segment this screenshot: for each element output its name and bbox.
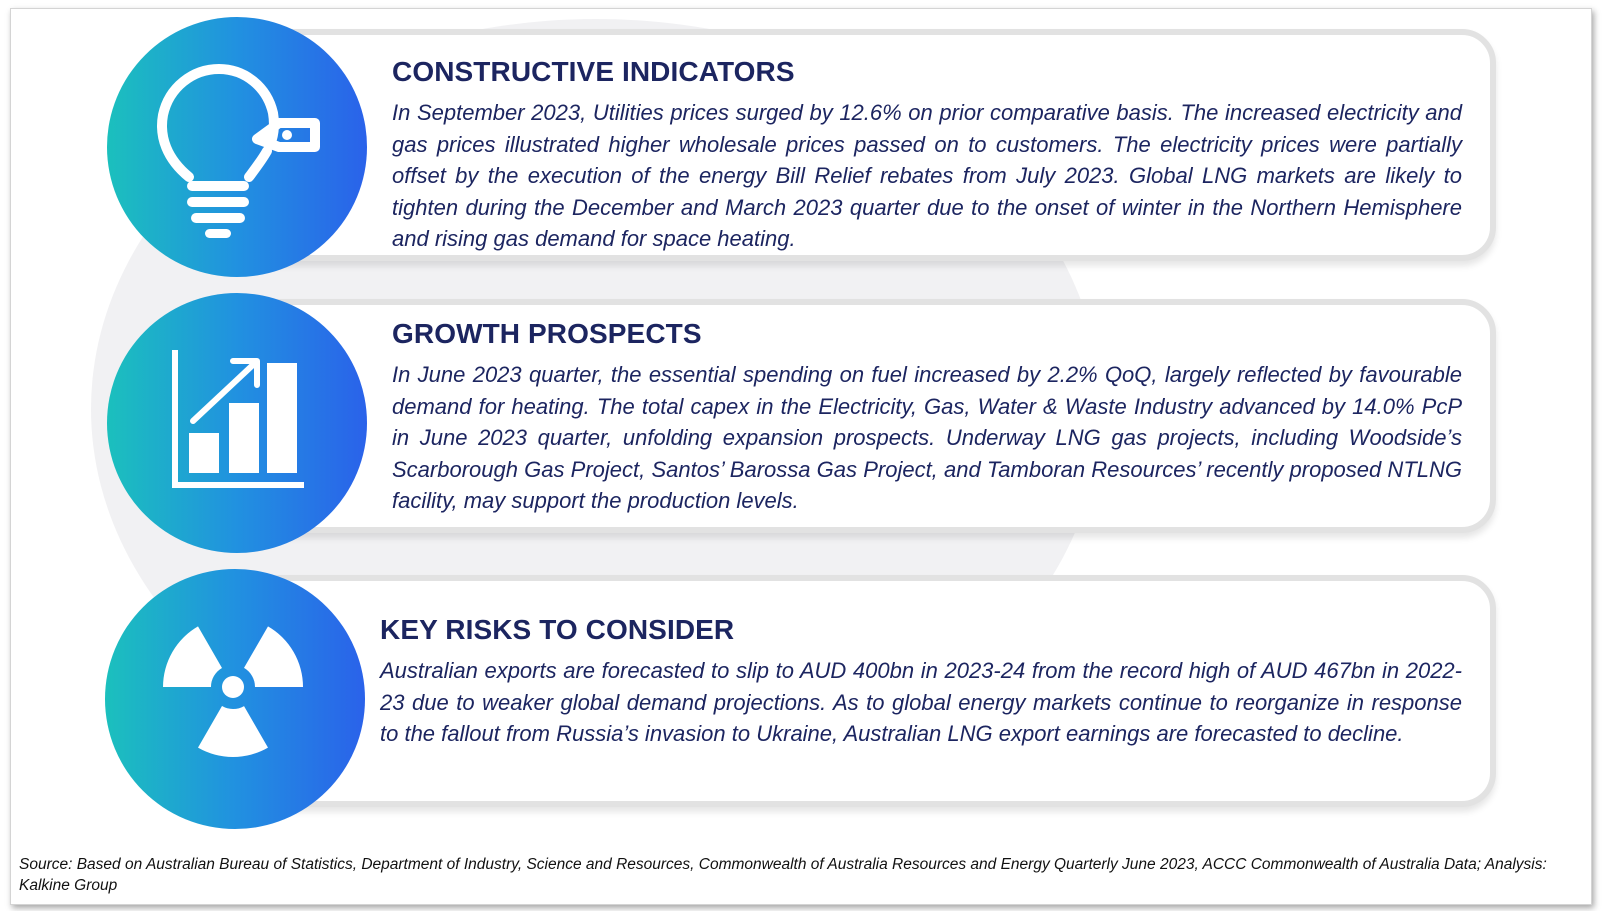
radiation-hazard-icon	[163, 626, 303, 757]
risks-circle	[105, 569, 365, 829]
section-title: KEY RISKS TO CONSIDER	[380, 614, 735, 645]
section-title: CONSTRUCTIVE INDICATORS	[392, 56, 795, 87]
section-body: Australian exports are forecasted to sli…	[380, 658, 1462, 746]
section-body: In June 2023 quarter, the essential spen…	[392, 362, 1462, 513]
indicators-circle	[107, 17, 367, 277]
growth-prospects-card: GROWTH PROSPECTS In June 2023 quarter, t…	[246, 299, 1496, 533]
infographic-frame: CONSTRUCTIVE INDICATORS In September 202…	[10, 8, 1592, 905]
section-body: In September 2023, Utilities prices surg…	[392, 100, 1462, 251]
card-text: KEY RISKS TO CONSIDER Australian exports…	[380, 613, 1462, 750]
key-risks-card: KEY RISKS TO CONSIDER Australian exports…	[246, 575, 1496, 807]
card-text: CONSTRUCTIVE INDICATORS In September 202…	[392, 55, 1462, 255]
card-text: GROWTH PROSPECTS In June 2023 quarter, t…	[392, 317, 1462, 517]
growth-circle	[107, 293, 367, 553]
lightbulb-price-tag-icon	[157, 64, 320, 238]
constructive-indicators-card: CONSTRUCTIVE INDICATORS In September 202…	[246, 29, 1496, 261]
growth-bar-chart-icon	[172, 350, 304, 488]
source-footnote: Source: Based on Australian Bureau of St…	[19, 856, 1547, 894]
section-title: GROWTH PROSPECTS	[392, 318, 702, 349]
